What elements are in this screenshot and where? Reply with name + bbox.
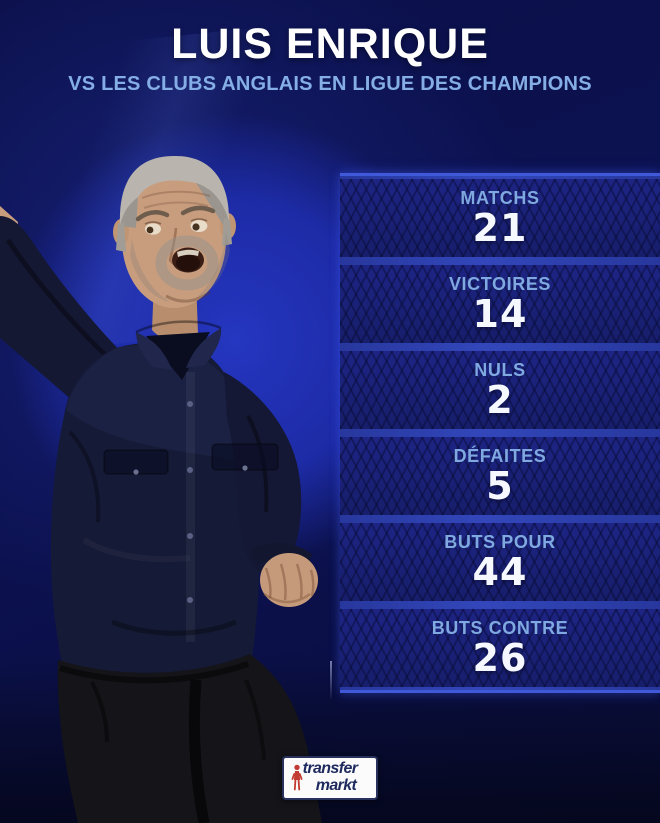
- logo-text-markt: markt: [315, 777, 357, 794]
- stats-panel: MATCHS 21 VICTOIRES 14 NULS 2 DÉFAITES 5…: [340, 173, 660, 693]
- transfermarkt-logo: transfer markt: [282, 756, 378, 800]
- stat-row-buts-contre: BUTS CONTRE 26: [340, 609, 660, 687]
- goatee: [155, 235, 219, 291]
- collar-opening: [146, 332, 210, 380]
- stat-label: BUTS CONTRE: [431, 617, 569, 638]
- hand: [260, 553, 318, 607]
- stat-label: VICTOIRES: [448, 273, 552, 294]
- stat-value: 14: [472, 291, 528, 336]
- header: LUIS ENRIQUE VS LES CLUBS ANGLAIS EN LIG…: [0, 0, 660, 96]
- stat-row-nuls: NULS 2: [340, 351, 660, 429]
- stat-value: 2: [486, 377, 514, 422]
- stat-value: 26: [472, 635, 528, 680]
- player-icon: [291, 764, 303, 796]
- page-title: LUIS ENRIQUE: [171, 20, 489, 68]
- stat-value: 44: [472, 549, 528, 594]
- head: [113, 155, 236, 308]
- page-subtitle: VS LES CLUBS ANGLAIS EN LIGUE DES CHAMPI…: [68, 73, 592, 96]
- hair: [119, 155, 230, 226]
- stat-row-defaites: DÉFAITES 5: [340, 437, 660, 515]
- bent-arm-sleeve: [224, 372, 302, 576]
- eyes: [144, 218, 208, 235]
- stat-label: MATCHS: [460, 187, 540, 208]
- stat-label: BUTS POUR: [444, 531, 556, 552]
- stat-row-buts-pour: BUTS POUR 44: [340, 523, 660, 601]
- luis-enrique-photo: [0, 155, 322, 823]
- trousers: [57, 654, 322, 823]
- background-light: [330, 661, 332, 699]
- stat-label: NULS: [474, 359, 526, 380]
- stat-row-matchs: MATCHS 21: [340, 179, 660, 257]
- stat-value: 5: [486, 463, 514, 508]
- logo-text-transfer: transfer: [302, 760, 358, 777]
- open-mouth: [172, 247, 204, 273]
- chest-pockets: [103, 443, 279, 475]
- stat-label: DÉFAITES: [453, 445, 547, 466]
- stat-value: 21: [472, 205, 528, 250]
- shirt: [50, 320, 312, 682]
- stat-row-victoires: VICTOIRES 14: [340, 265, 660, 343]
